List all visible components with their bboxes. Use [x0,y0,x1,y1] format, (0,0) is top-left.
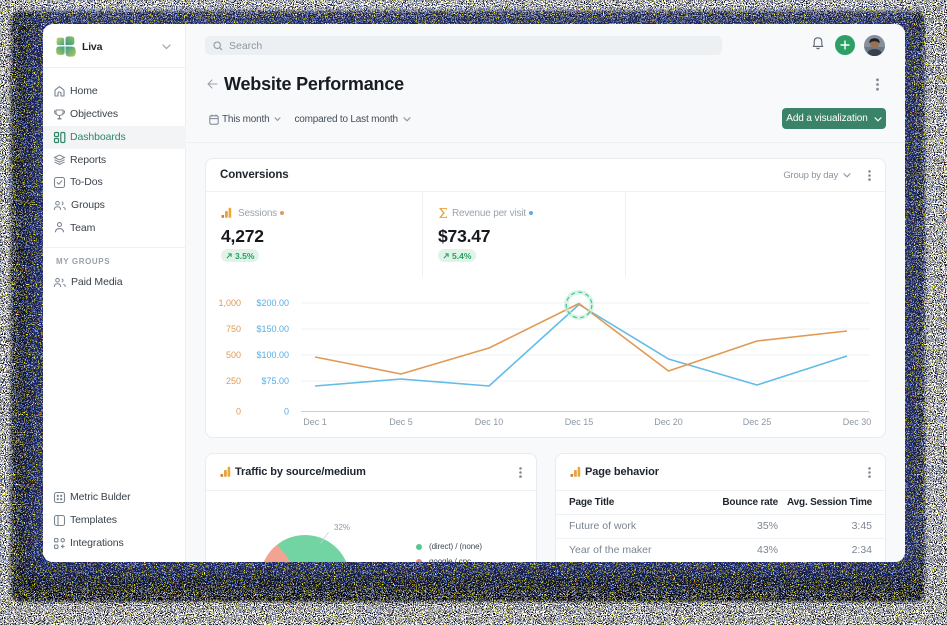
svg-text:250: 250 [226,376,241,386]
svg-text:0: 0 [236,407,241,417]
svg-text:$150.00: $150.00 [256,324,289,334]
svg-text:0: 0 [284,407,289,417]
svg-text:$100.00: $100.00 [256,350,289,360]
svg-text:Dec 30: Dec 30 [843,417,872,427]
svg-text:500: 500 [226,350,241,360]
svg-text:$200.00: $200.00 [256,298,289,308]
svg-text:Dec 1: Dec 1 [303,417,327,427]
svg-text:Dec 20: Dec 20 [654,417,683,427]
svg-text:1,000: 1,000 [218,298,241,308]
svg-text:Dec 15: Dec 15 [565,417,594,427]
svg-text:Dec 5: Dec 5 [389,417,413,427]
svg-text:750: 750 [226,324,241,334]
svg-text:$75.00: $75.00 [261,376,289,386]
svg-text:Dec 25: Dec 25 [743,417,772,427]
svg-text:Dec 10: Dec 10 [475,417,504,427]
